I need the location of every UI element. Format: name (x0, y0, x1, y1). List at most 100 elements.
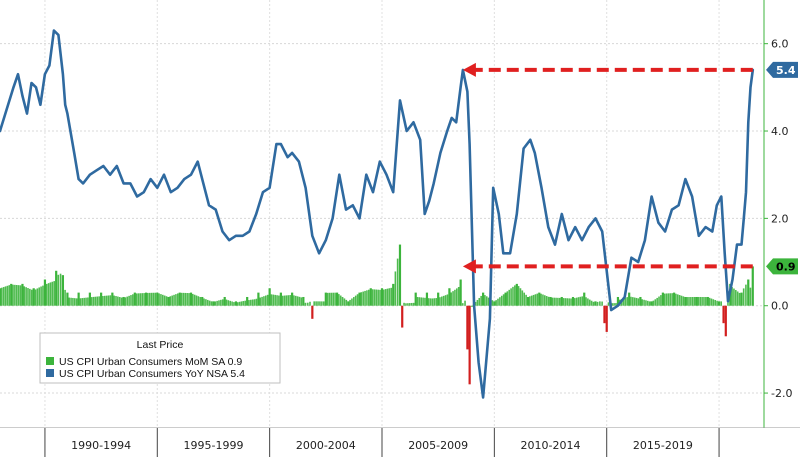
mom-bar (751, 266, 754, 306)
mom-bar-fill (193, 294, 196, 306)
mom-bar (122, 296, 125, 306)
mom-bar (291, 292, 294, 306)
mom-bar-fill (14, 284, 16, 306)
mom-bar (358, 292, 361, 306)
mom-bar-fill (656, 297, 658, 306)
mom-bar (583, 292, 586, 306)
mom-bar (605, 305, 608, 332)
mom-bar-fill (30, 289, 33, 306)
mom-bar (650, 301, 653, 306)
mom-bar-fill (686, 297, 688, 306)
mom-bar-fill (38, 287, 41, 306)
mom-bar-fill (182, 292, 185, 306)
mom-bar-fill (745, 284, 747, 306)
legend-swatch-1 (46, 369, 54, 377)
y-tick-label-4: -2.0 (771, 387, 792, 400)
mom-bar-fill (643, 299, 645, 306)
mom-bar-fill (691, 296, 694, 306)
mom-bar-fill (115, 296, 117, 306)
mom-bar-fill (205, 299, 207, 306)
mom-bar-fill (478, 297, 481, 306)
mom-bar (695, 296, 698, 306)
mom-bar-fill (231, 301, 233, 306)
mom-bar (347, 301, 350, 306)
mom-bar-fill (261, 296, 263, 306)
mom-bar (167, 296, 170, 306)
mom-bar-fill (141, 293, 144, 306)
mom-bar-fill (553, 297, 555, 306)
period-label-1: 1995-1999 (183, 439, 243, 452)
mom-bar-fill (613, 303, 615, 306)
mom-bar-fill (319, 301, 321, 306)
mom-bar-fill (654, 299, 657, 306)
mom-bar-fill (427, 298, 430, 306)
mom-bar-fill (154, 292, 157, 306)
mom-bar-fill (484, 295, 486, 306)
mom-bar-fill (353, 297, 355, 306)
mom-bar (493, 301, 496, 306)
mom-bar-fill (12, 284, 14, 306)
mom-bar-fill (409, 303, 411, 306)
mom-bar-fill (367, 289, 370, 306)
mom-bar-fill (521, 290, 524, 306)
mom-bar-fill (514, 285, 516, 306)
mom-bar-fill (74, 298, 76, 306)
mom-bar-fill (697, 296, 700, 306)
mom-bar-fill (250, 299, 252, 306)
mom-bar-fill (364, 290, 366, 306)
mom-bar-fill (373, 289, 376, 306)
mom-bar-fill (345, 299, 348, 306)
mom-bar-fill (645, 300, 647, 306)
mom-bar-fill (270, 294, 273, 306)
mom-bar (189, 292, 193, 306)
mom-bar-fill (517, 286, 520, 306)
mom-bar-fill (663, 293, 666, 306)
mom-bar-fill (678, 295, 681, 306)
mom-bar (77, 292, 80, 306)
mom-bar (302, 296, 305, 306)
mom-bar-fill (529, 296, 531, 306)
mom-bar-fill (130, 295, 132, 306)
mom-bar-fill (568, 298, 570, 306)
mom-bar-fill (669, 293, 672, 306)
mom-bar-fill (585, 297, 587, 306)
mom-bar-fill (218, 300, 220, 306)
mom-bar-fill (92, 296, 95, 306)
mom-bar-fill (431, 298, 434, 306)
legend-entry-1: US CPI Urban Consumers YoY NSA 5.4 (59, 368, 245, 380)
mom-bar-fill (139, 293, 142, 306)
mom-bar-fill (137, 293, 140, 306)
mom-bar-fill (19, 285, 22, 306)
mom-bar (55, 270, 58, 306)
mom-bar-fill (542, 294, 544, 306)
mom-bar-fill (238, 301, 241, 306)
mom-bar-fill (444, 295, 447, 306)
mom-bar (156, 292, 159, 306)
mom-bar-fill (79, 298, 82, 306)
mom-bar-fill (351, 298, 353, 306)
period-label-2: 2000-2004 (296, 439, 356, 452)
mom-bar-fill (274, 294, 276, 306)
mom-bar-fill (332, 292, 335, 306)
legend-box (39, 332, 281, 384)
mom-bar-fill (117, 296, 119, 306)
mom-bar-fill (306, 302, 309, 306)
mom-bar-fill (162, 294, 164, 306)
mom-bar (21, 283, 24, 306)
mom-bar-fill (738, 292, 741, 306)
mom-bar-fill (682, 296, 685, 306)
mom-bar-fill (2, 287, 5, 306)
mom-bar (66, 292, 69, 306)
mom-bar-fill (225, 299, 228, 306)
mom-bar (257, 292, 260, 306)
mom-bar (639, 296, 642, 306)
badge-1 (766, 258, 798, 275)
mom-bar (234, 301, 238, 306)
mom-bar-fill (90, 297, 93, 306)
mom-bar (425, 292, 429, 306)
mom-bar-fill (611, 303, 614, 306)
mom-bar-fill (244, 300, 247, 306)
legend-swatch-0 (46, 357, 54, 365)
period-label-4: 2010-2014 (521, 439, 581, 452)
mom-bar (111, 292, 114, 306)
